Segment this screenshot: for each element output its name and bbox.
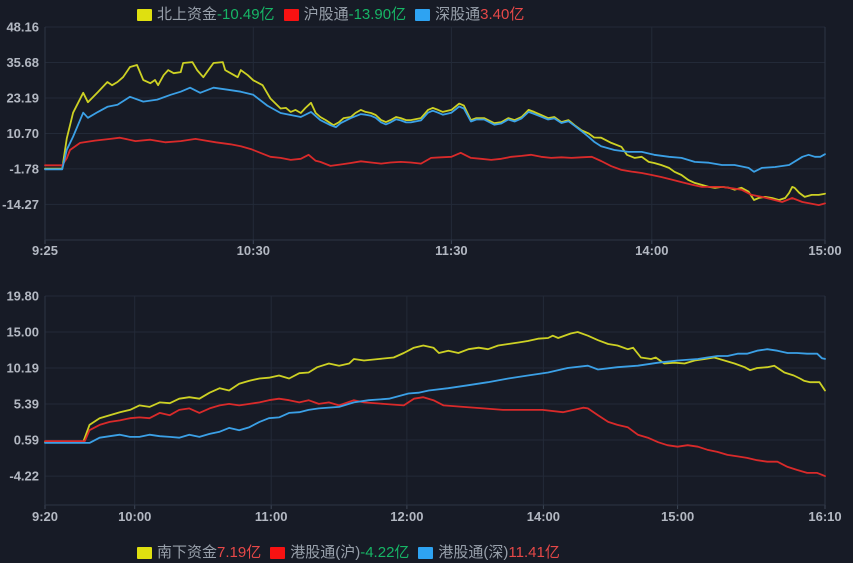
x-axis-label: 10:00	[118, 509, 151, 524]
x-axis-label: 9:20	[32, 509, 58, 524]
plot-hover-region[interactable]	[45, 27, 825, 240]
x-axis-label: 12:00	[390, 509, 423, 524]
northbound-plot[interactable]: 48.16 35.68 23.19 10.70 -1.78 -14.27 9:25 10:30…	[0, 0, 853, 269]
legend-item[interactable]: 沪股通 -13.90亿	[283, 5, 407, 25]
x-axis-label: 15:00	[661, 509, 694, 524]
legend-item[interactable]: 北上资金 -10.49亿	[137, 5, 275, 25]
y-axis-label: 5.39	[14, 397, 39, 412]
legend-item[interactable]: 港股通(沪) -4.22亿	[270, 543, 409, 563]
x-axis-label: 10:30	[237, 243, 270, 258]
y-axis-label: 19.80	[6, 289, 39, 304]
southbound-plot[interactable]: 19.80 15.00 10.19 5.39 0.59 -4.22 9:20 10:00 11:…	[0, 269, 853, 534]
legend-series-name: 深股通	[435, 6, 481, 23]
legend-series-name: 港股通(沪)	[290, 544, 361, 561]
y-axis-label: -14.27	[2, 197, 39, 212]
y-axis-label: -4.22	[9, 469, 39, 484]
legend-swatch-icon	[137, 9, 152, 21]
legend-series-value: -10.49亿	[217, 6, 275, 23]
plot-hover-region[interactable]	[45, 296, 825, 505]
northbound-legend: 北上资金 -10.49亿 沪股通 -13.90亿 深股通 3.40亿	[137, 5, 524, 25]
y-axis-label: -1.78	[9, 161, 39, 176]
southbound-legend: 南下资金 7.19亿 港股通(沪) -4.22亿 港股通(深) 11.41亿	[137, 543, 560, 563]
legend-swatch-icon	[415, 9, 431, 21]
legend-series-value: -4.22亿	[360, 544, 410, 561]
x-axis-label: 16:10	[808, 509, 841, 524]
legend-swatch-icon	[270, 547, 286, 559]
y-axis-label: 35.68	[6, 55, 39, 70]
northbound-flow-chart: 北上资金 -10.49亿 沪股通 -13.90亿 深股通 3.40亿 48.16 35.68…	[0, 0, 853, 269]
y-axis-label: 10.70	[6, 126, 39, 141]
legend-series-value: -13.90亿	[348, 6, 407, 23]
legend-series-name: 北上资金	[157, 6, 218, 23]
legend-series-name: 南下资金	[157, 544, 218, 561]
x-axis-label: 9:25	[32, 243, 58, 258]
y-axis-label: 23.19	[6, 91, 39, 106]
y-axis-label: 48.16	[6, 20, 39, 35]
series-line-2[interactable]	[44, 348, 826, 444]
legend-series-value: 11.41亿	[508, 544, 560, 561]
southbound-flow-chart: 南下资金 7.19亿 港股通(沪) -4.22亿 港股通(深) 11.41亿 19.80 1…	[0, 269, 853, 562]
legend-series-name: 港股通(深)	[438, 544, 509, 561]
legend-swatch-icon	[137, 547, 152, 559]
legend-item[interactable]: 深股通 3.40亿	[415, 5, 524, 25]
series-line-0[interactable]	[44, 331, 826, 443]
legend-series-value: 3.40亿	[480, 6, 525, 23]
x-axis-label: 15:00	[808, 243, 841, 258]
series-line-0[interactable]	[44, 61, 826, 201]
series-line-1[interactable]	[44, 396, 826, 478]
y-axis-label: 0.59	[14, 433, 39, 448]
legend-series-value: 7.19亿	[217, 544, 262, 561]
legend-swatch-icon	[283, 9, 299, 21]
x-axis-label: 11:00	[255, 509, 288, 524]
x-axis-label: 14:00	[635, 243, 668, 258]
series-line-2[interactable]	[44, 86, 826, 173]
x-axis-label: 11:30	[435, 243, 468, 258]
legend-item[interactable]: 港股通(深) 11.41亿	[418, 543, 560, 563]
legend-item[interactable]: 南下资金 7.19亿	[137, 543, 261, 563]
x-axis-label: 14:00	[527, 509, 560, 524]
y-axis-label: 15.00	[6, 325, 39, 340]
series-line-1[interactable]	[44, 136, 826, 207]
legend-swatch-icon	[418, 547, 434, 559]
y-axis-label: 10.19	[6, 361, 39, 376]
legend-series-name: 沪股通	[303, 6, 349, 23]
